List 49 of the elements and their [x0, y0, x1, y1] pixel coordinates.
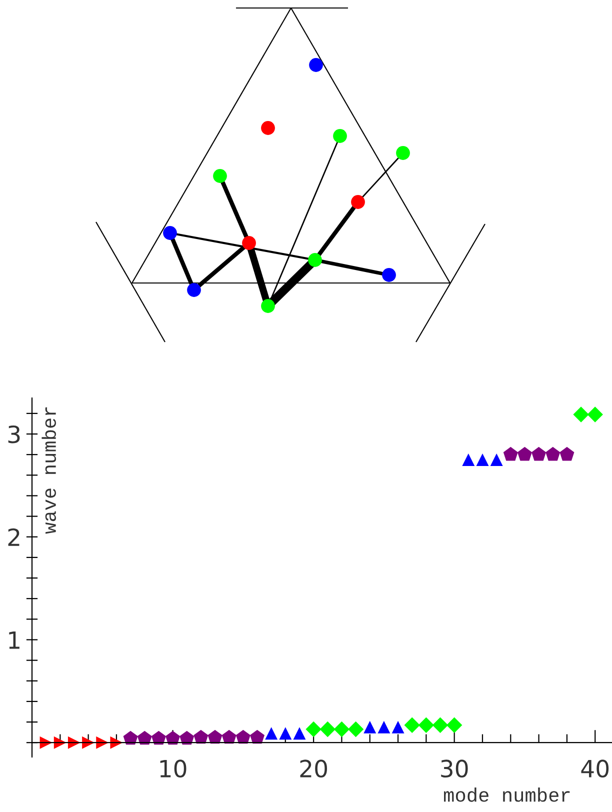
point	[96, 736, 109, 749]
point	[446, 717, 462, 733]
point	[40, 736, 52, 749]
point	[110, 736, 123, 749]
point	[222, 730, 236, 744]
point	[54, 736, 66, 749]
point	[364, 720, 376, 734]
y-axis-title: wave number	[42, 407, 56, 534]
point	[573, 406, 589, 422]
point	[306, 721, 322, 738]
point	[320, 721, 336, 738]
x-tick-label: 30	[441, 760, 468, 778]
point	[250, 730, 265, 744]
point	[532, 446, 546, 461]
point	[334, 721, 350, 738]
point	[137, 730, 152, 745]
point	[208, 730, 222, 744]
point	[462, 453, 475, 466]
point	[180, 730, 194, 745]
point	[279, 727, 292, 740]
point	[490, 453, 503, 466]
point	[348, 721, 364, 738]
point	[404, 717, 420, 733]
point	[476, 453, 489, 466]
x-tick-label: 10	[160, 760, 186, 778]
point	[151, 730, 166, 745]
x-tick-label: 20	[300, 760, 328, 778]
point	[265, 727, 278, 740]
point	[546, 446, 560, 461]
point	[68, 736, 80, 749]
point	[82, 736, 95, 749]
y-tick-label: 1	[9, 631, 20, 649]
point	[194, 730, 208, 744]
x-tick-label: 40	[581, 760, 609, 778]
point	[587, 406, 603, 422]
point	[517, 446, 532, 461]
point	[236, 730, 250, 744]
point	[378, 720, 390, 734]
point	[392, 720, 404, 734]
point	[560, 446, 574, 461]
point	[166, 730, 180, 745]
point	[418, 717, 434, 733]
point	[503, 446, 518, 461]
point	[123, 730, 138, 745]
y-tick-label: 3	[8, 425, 20, 444]
y-tick-label: 2	[8, 528, 20, 546]
point	[293, 727, 306, 740]
x-axis-title: mode number	[444, 788, 570, 802]
point	[432, 717, 448, 733]
